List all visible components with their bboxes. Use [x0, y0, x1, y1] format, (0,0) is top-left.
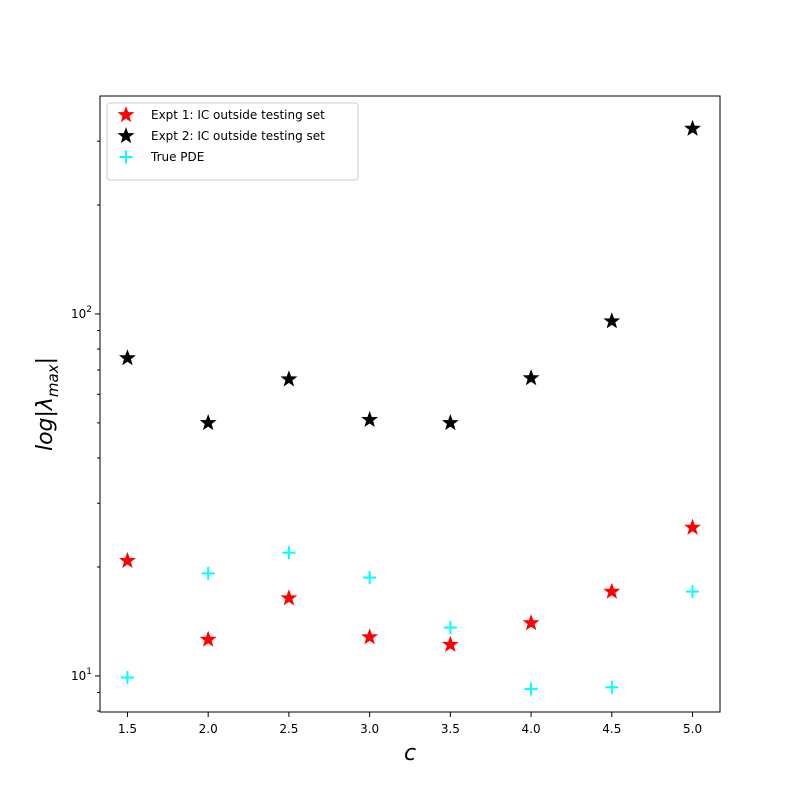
series-1	[119, 518, 701, 652]
y-tick-label: 101	[71, 667, 92, 683]
legend-marker	[117, 127, 135, 144]
data-point	[603, 582, 621, 599]
legend-marker	[119, 150, 133, 164]
data-point	[524, 682, 538, 696]
data-point	[119, 349, 136, 366]
data-point	[199, 630, 217, 647]
data-point	[522, 369, 540, 386]
data-point	[441, 635, 459, 652]
legend-box	[106, 102, 359, 181]
x-tick-label: 2.0	[199, 722, 218, 736]
y-axis-title-log: log	[33, 417, 58, 451]
x-tick-label: 1.5	[118, 722, 137, 736]
y-axis-title-bar-right: |	[33, 357, 58, 364]
svg-text:log|λmax|: log|λmax|	[33, 357, 62, 451]
data-point	[443, 621, 457, 635]
x-tick-label: 4.0	[522, 722, 541, 736]
data-point	[686, 585, 700, 599]
x-tick-label: 3.5	[441, 722, 460, 736]
data-point	[684, 119, 701, 136]
y-tick-label: 102	[71, 305, 92, 321]
x-axis: 1.5 2.0 2.5 3.0 3.5 4.0 4.5 5.0	[118, 712, 702, 736]
series-3	[120, 546, 700, 696]
data-point	[282, 546, 296, 560]
y-axis-title: log|λmax|	[33, 357, 62, 451]
data-point	[363, 571, 377, 585]
x-tick-label: 4.5	[602, 722, 621, 736]
data-point	[684, 518, 701, 535]
data-point	[119, 551, 136, 568]
data-point	[522, 614, 540, 631]
data-point	[361, 628, 379, 645]
data-point	[361, 410, 379, 427]
y-axis: 101 102	[71, 140, 100, 712]
legend-entry-label: Expt 2: IC outside testing set	[151, 129, 325, 143]
legend-marker	[117, 106, 135, 123]
data-point	[605, 680, 619, 694]
data-point	[201, 566, 215, 580]
series-2	[119, 119, 701, 431]
data-point	[120, 671, 134, 685]
legend-entry-label: Expt 1: IC outside testing set	[151, 108, 325, 122]
x-tick-label: 3.0	[360, 722, 379, 736]
data-point	[603, 312, 621, 329]
x-axis-title: c	[404, 741, 416, 766]
y-axis-title-lambda: λ	[33, 397, 58, 411]
data-point	[280, 370, 298, 387]
axes-frame	[99, 95, 721, 713]
data-point	[280, 589, 298, 606]
legend: Expt 1: IC outside testing set Expt 2: IC…	[106, 102, 359, 181]
data-point	[441, 414, 459, 431]
legend-entry-label: True PDE	[150, 150, 204, 164]
x-tick-label: 2.5	[279, 722, 298, 736]
x-tick-label: 5.0	[683, 722, 702, 736]
y-axis-title-subscript: max	[44, 364, 62, 397]
data-point	[199, 414, 217, 431]
y-axis-title-bar-left: |	[33, 410, 58, 417]
plot-area	[119, 119, 701, 696]
